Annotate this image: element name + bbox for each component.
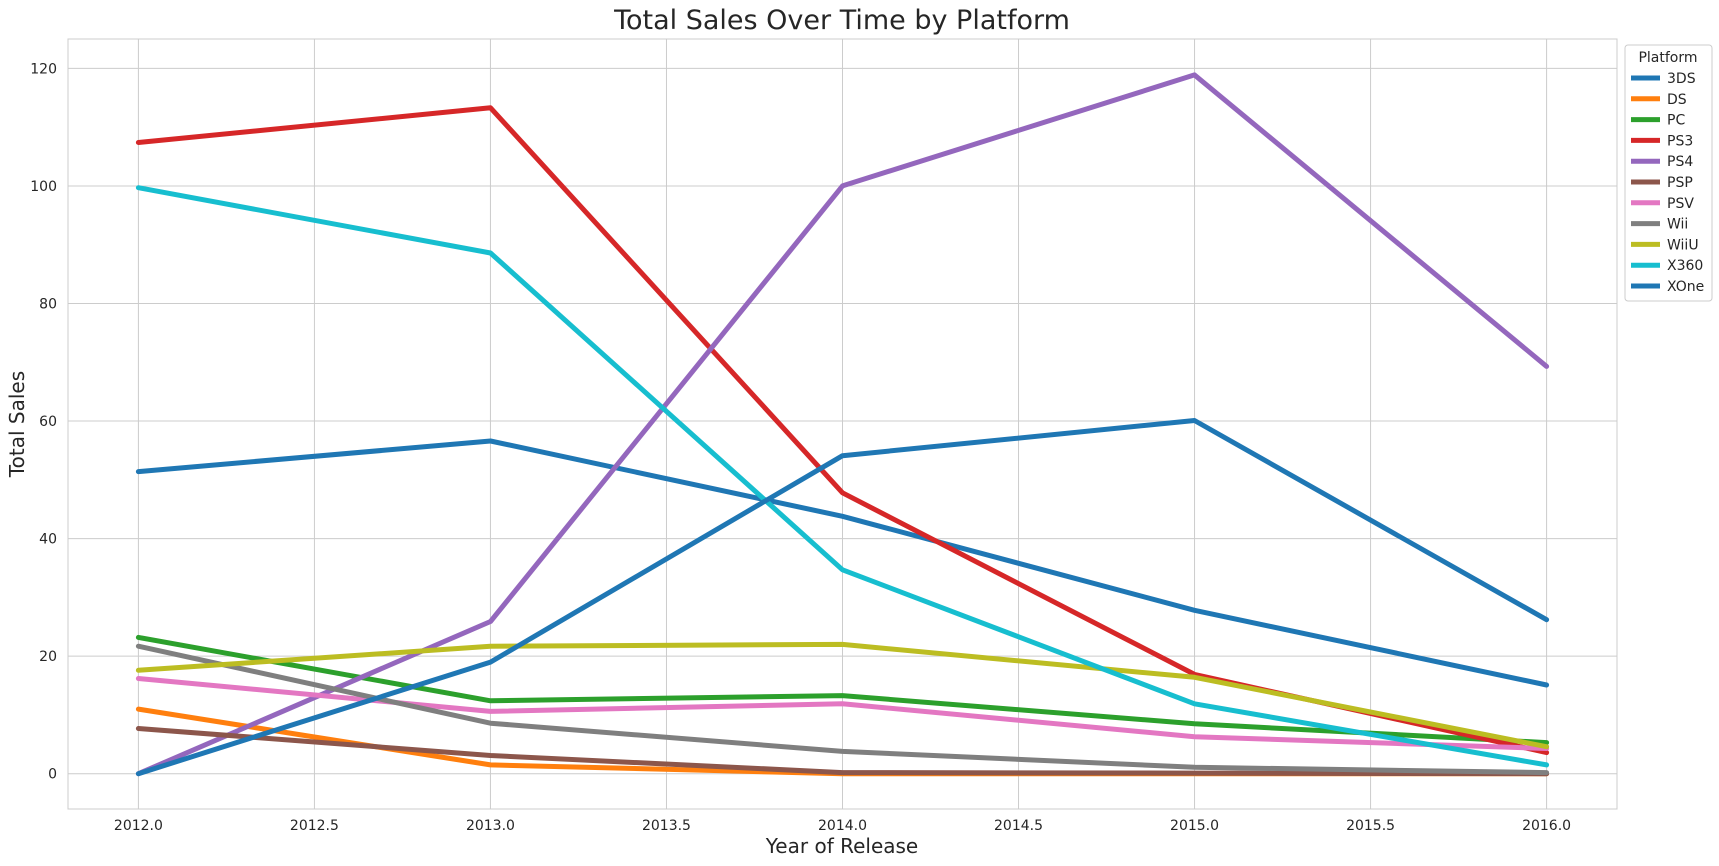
legend-item-xone: XOne: [1631, 279, 1704, 295]
series-line-psp: [135, 726, 1550, 777]
legend-item-psp: PSP: [1631, 175, 1693, 191]
legend-item-pc: PC: [1631, 113, 1685, 129]
legend-label: DS: [1667, 92, 1687, 108]
x-axis-label: Year of Release: [765, 834, 918, 858]
series-line-wiiu: [135, 641, 1550, 750]
legend-label: X360: [1667, 258, 1703, 274]
x-tick-labels: 2012.0 2012.5 2013.0 2013.5 2014.0 2014.5 2015…: [114, 818, 1571, 834]
legend-label: WiiU: [1667, 237, 1699, 253]
y-tick-label: 40: [39, 532, 57, 548]
x-tick-label: 2013.0: [466, 818, 515, 834]
y-tick-label: 60: [39, 414, 57, 430]
legend-label: PS4: [1667, 154, 1693, 170]
legend-box: [1624, 44, 1713, 302]
chart-title: Total Sales Over Time by Platform: [613, 5, 1070, 36]
legend-item-ps4: PS4: [1631, 154, 1693, 170]
y-tick-label: 0: [48, 767, 57, 783]
legend-label: PSV: [1667, 196, 1694, 212]
x-tick-label: 2012.0: [114, 818, 163, 834]
series-line-3ds: [135, 438, 1550, 688]
x-tick-label: 2015.0: [1170, 818, 1219, 834]
y-tick-label: 20: [39, 649, 57, 665]
y-tick-label: 120: [30, 61, 57, 77]
y-tick-labels: 0 20 40 60 80 100 120: [30, 61, 57, 782]
legend-title: Platform: [1638, 50, 1697, 66]
legend-item-x360: X360: [1631, 258, 1703, 274]
legend-item-ds: DS: [1631, 92, 1687, 108]
legend-label: Wii: [1667, 217, 1688, 233]
legend-label: PC: [1667, 113, 1685, 129]
series-line-ps4: [135, 72, 1550, 777]
series-line-pc: [135, 634, 1550, 746]
legend-item-wii: Wii: [1631, 217, 1688, 233]
legend-item-ps3: PS3: [1631, 133, 1693, 149]
legend-items: 3DS DS PC PS3 PS4 PSP PSV Wii WiiU X360 XOne: [1631, 71, 1704, 295]
legend-label: PS3: [1667, 133, 1693, 149]
legend-label: PSP: [1667, 175, 1693, 191]
series-lines: [135, 72, 1550, 777]
series-line-x360: [135, 185, 1550, 768]
y-tick-label: 100: [30, 179, 57, 195]
legend-item-wiiu: WiiU: [1631, 237, 1699, 253]
legend-item-3ds: 3DS: [1631, 71, 1696, 87]
x-tick-label: 2016.0: [1522, 818, 1571, 834]
x-tick-label: 2014.0: [818, 818, 867, 834]
y-axis-label: Total Sales: [5, 371, 29, 478]
legend-label: XOne: [1667, 279, 1704, 295]
x-tick-label: 2013.5: [642, 818, 691, 834]
y-tick-label: 80: [39, 297, 57, 313]
x-tick-label: 2012.5: [290, 818, 339, 834]
x-tick-label: 2014.5: [994, 818, 1043, 834]
legend-item-psv: PSV: [1631, 196, 1694, 212]
legend-label: 3DS: [1667, 71, 1696, 87]
x-tick-label: 2015.5: [1346, 818, 1395, 834]
legend: Platform 3DS DS PC PS3 PS4 PSP PSV Wii WiiU X360 X…: [1624, 44, 1713, 302]
series-line-xone: [135, 418, 1550, 777]
